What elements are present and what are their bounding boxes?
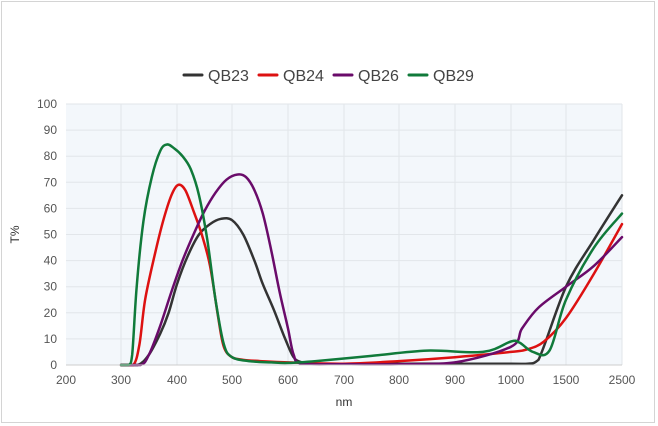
x-tick-label: 300 bbox=[111, 373, 131, 387]
series-line-qb29 bbox=[119, 143, 624, 367]
y-axis-ticks: 0 10 20 30 40 50 60 70 80 90 100 bbox=[37, 97, 57, 372]
y-tick-label: 100 bbox=[37, 97, 57, 111]
x-tick-label: 1000 bbox=[498, 373, 525, 387]
series-lines bbox=[119, 143, 624, 367]
y-axis-title: T% bbox=[8, 225, 22, 243]
x-axis-ticks: 200 300 400 500 600 700 800 900 1000 1500 2500 bbox=[56, 373, 636, 387]
y-tick-label: 10 bbox=[44, 332, 58, 346]
legend-item-qb26[interactable]: QB26 bbox=[332, 68, 399, 85]
x-tick-label: 400 bbox=[167, 373, 187, 387]
x-tick-label: 900 bbox=[445, 373, 465, 387]
y-tick-label: 0 bbox=[50, 358, 57, 372]
x-tick-label: 1500 bbox=[553, 373, 580, 387]
x-tick-label: 800 bbox=[389, 373, 409, 387]
legend: QB23 QB24 QB26 QB29 bbox=[182, 68, 474, 85]
legend-label: QB24 bbox=[283, 68, 324, 85]
legend-item-qb24[interactable]: QB24 bbox=[257, 68, 324, 85]
x-tick-label: 200 bbox=[56, 373, 76, 387]
y-tick-label: 50 bbox=[44, 228, 58, 242]
series-line-qb23 bbox=[119, 194, 624, 367]
legend-label: QB23 bbox=[208, 68, 249, 85]
y-tick-label: 40 bbox=[44, 254, 58, 268]
legend-item-qb23[interactable]: QB23 bbox=[182, 68, 249, 85]
x-tick-label: 700 bbox=[334, 373, 354, 387]
y-tick-label: 90 bbox=[44, 123, 58, 137]
y-tick-label: 30 bbox=[44, 280, 58, 294]
y-tick-label: 60 bbox=[44, 201, 58, 215]
y-tick-label: 70 bbox=[44, 175, 58, 189]
x-axis-title: nm bbox=[336, 395, 353, 409]
legend-label: QB29 bbox=[433, 68, 474, 85]
legend-item-qb29[interactable]: QB29 bbox=[407, 68, 474, 85]
x-tick-label: 500 bbox=[222, 373, 242, 387]
x-tick-label: 600 bbox=[278, 373, 298, 387]
series-line-qb26 bbox=[119, 173, 624, 367]
y-tick-label: 80 bbox=[44, 149, 58, 163]
x-tick-label: 2500 bbox=[609, 373, 636, 387]
legend-label: QB26 bbox=[358, 68, 399, 85]
y-tick-label: 20 bbox=[44, 306, 58, 320]
